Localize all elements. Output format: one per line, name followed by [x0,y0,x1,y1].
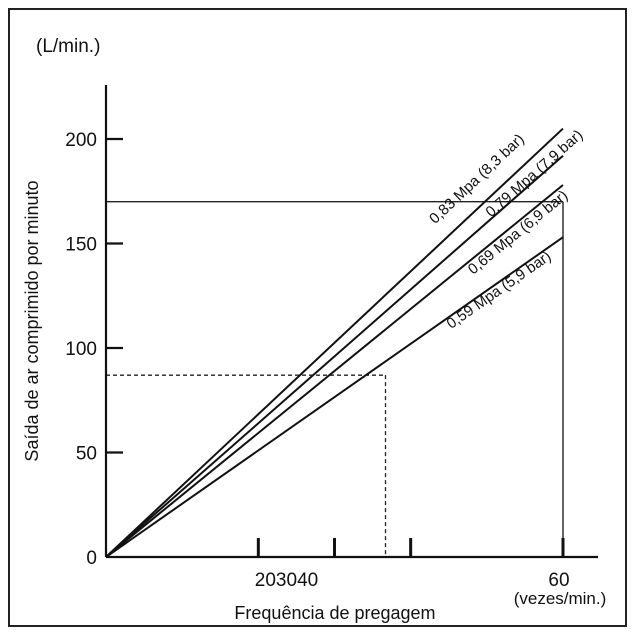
y-tick-label: 100 [65,339,97,360]
series-line [105,154,564,558]
x-tick-label: 60 [548,570,569,591]
y-axis-title: Saída de ar comprimido por minuto [22,180,42,461]
x-unit-label: (vezes/min.) [514,589,607,608]
y-tick-label: 50 [76,444,97,465]
axes [104,85,598,559]
series-label: 0,79 Mpa (7,9 bar) [482,127,586,221]
series-label: 0,83 Mpa (8,3 bar) [426,131,528,228]
series-lines [105,127,564,558]
chart-frame [8,8,627,627]
series-label: 0,59 Mpa (5,9 bar) [444,248,555,333]
y-tick-label: 0 [86,548,97,569]
guide-lines [106,200,564,557]
x-tick-label: 203040 [255,570,318,591]
series-line [105,184,564,558]
y-unit-label: (L/min.) [36,36,100,57]
series-label: 0,69 Mpa (6,9 bar) [465,187,571,278]
series-line [105,127,564,558]
y-tick-label: 150 [65,235,97,256]
y-tick-label: 200 [65,130,97,151]
series-line [105,236,564,558]
x-axis-title: Frequência de pregagem [234,603,435,623]
